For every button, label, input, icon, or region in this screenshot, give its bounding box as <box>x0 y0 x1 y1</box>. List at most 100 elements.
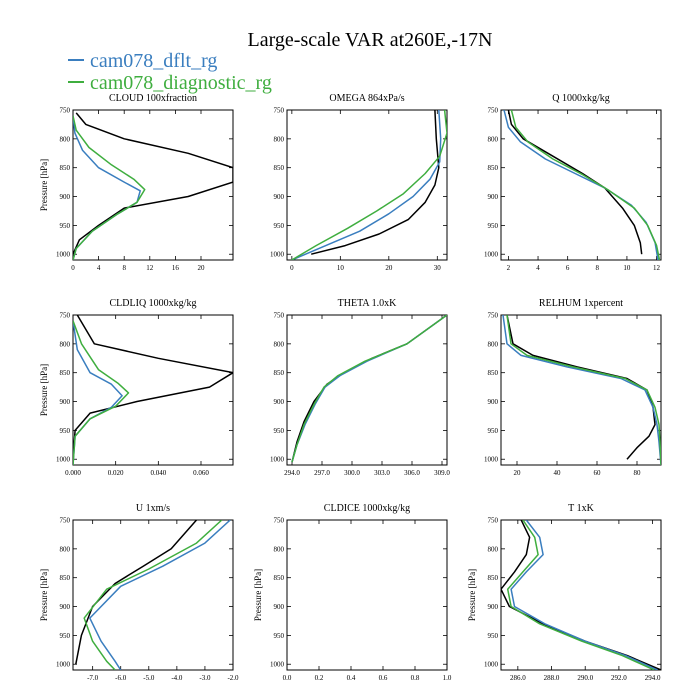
x-tick-label: 12 <box>146 264 154 272</box>
x-tick-label: 20 <box>385 264 393 272</box>
y-tick-label: 800 <box>60 545 71 553</box>
y-tick-label: 800 <box>274 340 285 348</box>
x-tick-label: 8 <box>596 264 600 272</box>
x-tick-label: 294.0 <box>645 674 661 682</box>
y-tick-label: 750 <box>60 517 71 525</box>
y-tick-label: 1000 <box>56 661 71 669</box>
y-tick-label: 850 <box>488 574 499 582</box>
x-tick-label: 4 <box>97 264 101 272</box>
x-tick-label: 12 <box>653 264 661 272</box>
y-tick-label: 900 <box>488 398 499 406</box>
panel-title: OMEGA 864xPa/s <box>329 93 404 104</box>
y-tick-label: 900 <box>274 398 285 406</box>
panel-8: CLDICE 1000xkg/kg 750 800 850 900 950 1000 0.0 0… <box>253 503 452 682</box>
panel-5: THETA 1.0xK 750 800 850 900 950 1000 294.0 297.0… <box>270 298 450 477</box>
y-tick-label: 950 <box>60 222 71 230</box>
x-tick-label: 0.060 <box>193 469 209 477</box>
y-tick-label: 800 <box>60 135 71 143</box>
x-tick-label: -5.0 <box>143 674 155 682</box>
y-tick-label: 900 <box>488 603 499 611</box>
panel-title: T 1xK <box>568 503 594 514</box>
series-line-2 <box>73 115 141 260</box>
y-axis-label: Pressure [hPa] <box>39 569 49 621</box>
y-tick-label: 850 <box>60 574 71 582</box>
series-line-3 <box>291 315 447 463</box>
x-tick-label: 20 <box>198 264 206 272</box>
y-tick-label: 750 <box>274 517 285 525</box>
x-tick-label: 40 <box>554 469 562 477</box>
plot-frame <box>286 519 448 671</box>
plot-frame <box>72 519 234 671</box>
legend-label-2: cam078_diagnostic_rg <box>90 72 272 94</box>
panel-title: CLDLIQ 1000xkg/kg <box>110 298 197 309</box>
series-line-3 <box>510 110 661 260</box>
y-tick-label: 1000 <box>270 661 285 669</box>
y-tick-label: 850 <box>60 164 71 172</box>
x-tick-label: 0.4 <box>347 674 356 682</box>
series-line-3 <box>73 115 146 260</box>
y-tick-label: 1000 <box>270 456 285 464</box>
y-tick-label: 950 <box>488 632 499 640</box>
series-line-2 <box>502 315 661 465</box>
x-tick-label: -2.0 <box>227 674 239 682</box>
y-tick-label: 800 <box>274 135 285 143</box>
panel-title: CLDICE 1000xkg/kg <box>324 503 410 514</box>
y-tick-label: 950 <box>274 632 285 640</box>
figure-title: Large-scale VAR at260E,-17N <box>248 29 493 51</box>
y-axis-label: Pressure [hPa] <box>39 364 49 416</box>
series-line-1 <box>291 315 447 463</box>
y-tick-label: 1000 <box>56 251 71 259</box>
x-tick-label: 60 <box>594 469 602 477</box>
y-tick-label: 950 <box>60 632 71 640</box>
x-tick-label: 20 <box>514 469 522 477</box>
y-tick-label: 1000 <box>56 456 71 464</box>
y-axis-label: Pressure [hPa] <box>39 159 49 211</box>
panel-title: RELHUM 1xpercent <box>539 298 623 309</box>
y-tick-label: 750 <box>274 312 285 320</box>
series-line-1 <box>507 110 643 255</box>
x-tick-label: 8 <box>122 264 126 272</box>
x-tick-label: -7.0 <box>87 674 99 682</box>
x-tick-label: 16 <box>172 264 180 272</box>
x-tick-label: 0.2 <box>315 674 324 682</box>
y-tick-label: 800 <box>274 545 285 553</box>
x-tick-label: 0 <box>71 264 75 272</box>
plot-frame <box>72 109 234 261</box>
x-tick-label: 1.0 <box>443 674 452 682</box>
x-tick-label: 2 <box>507 264 511 272</box>
y-tick-label: 850 <box>274 369 285 377</box>
series-line-3 <box>291 110 447 260</box>
x-tick-label: 6 <box>566 264 570 272</box>
y-tick-label: 850 <box>488 369 499 377</box>
panel-title: CLOUD 100xfraction <box>109 93 197 104</box>
panel-title: U 1xm/s <box>136 503 170 514</box>
series-line-1 <box>501 520 661 670</box>
x-tick-label: 0.020 <box>108 469 124 477</box>
x-tick-label: 286.0 <box>510 674 526 682</box>
y-tick-label: 900 <box>274 193 285 201</box>
panel-7: U 1xm/s 750 800 850 900 950 1000 -7.0 -6.0 -5.0 -4… <box>39 503 239 682</box>
series-line-1 <box>311 110 440 255</box>
y-tick-label: 750 <box>60 312 71 320</box>
panel-6: RELHUM 1xpercent 750 800 850 900 950 1000 20 40 6… <box>484 298 662 477</box>
x-tick-label: 80 <box>634 469 642 477</box>
plot-frame <box>500 519 662 671</box>
x-tick-label: 292.0 <box>611 674 627 682</box>
y-tick-label: 900 <box>60 603 71 611</box>
y-tick-label: 900 <box>274 603 285 611</box>
plot-frame <box>72 314 234 466</box>
plot-frame <box>500 109 662 261</box>
x-tick-label: 0 <box>290 264 294 272</box>
x-tick-label: 288.0 <box>544 674 560 682</box>
x-tick-label: 306.0 <box>404 469 420 477</box>
panel-title: Q 1000xkg/kg <box>552 93 610 104</box>
x-tick-label: 294.0 <box>284 469 300 477</box>
x-tick-label: 0.000 <box>65 469 81 477</box>
series-line-3 <box>506 520 655 670</box>
x-tick-label: -3.0 <box>199 674 211 682</box>
series-line-1 <box>73 315 233 460</box>
y-tick-label: 750 <box>488 312 499 320</box>
x-tick-label: 4 <box>536 264 540 272</box>
